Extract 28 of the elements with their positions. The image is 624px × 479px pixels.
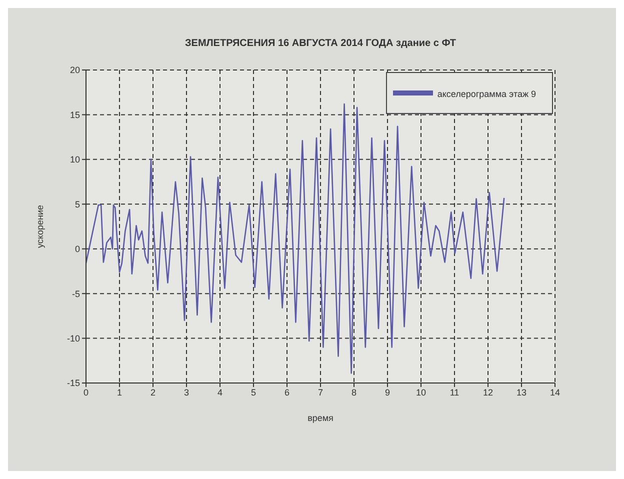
y-tick-label: 20 bbox=[70, 65, 80, 76]
y-tick-label: -5 bbox=[72, 288, 80, 299]
x-tick-label: 10 bbox=[416, 387, 426, 398]
x-tick-label: 1 bbox=[116, 387, 122, 398]
x-tick-label: 3 bbox=[184, 387, 190, 398]
y-tick-label: -10 bbox=[66, 333, 80, 344]
x-tick-label: 12 bbox=[482, 387, 494, 398]
x-axis-title: время bbox=[308, 413, 334, 423]
x-tick-label: 4 bbox=[217, 387, 223, 398]
x-tick-label: 9 bbox=[384, 387, 390, 398]
x-tick-label: 0 bbox=[83, 387, 89, 398]
y-tick-label: 10 bbox=[70, 154, 80, 165]
x-tick-label: 6 bbox=[284, 387, 290, 398]
x-tick-label: 13 bbox=[516, 387, 527, 398]
line-series bbox=[86, 103, 505, 374]
x-tick-label: 5 bbox=[250, 387, 256, 398]
chart-title: ЗЕМЛЕТРЯСЕНИЯ 16 АВГУСТА 2014 ГОДА здание с ФТ bbox=[184, 38, 457, 49]
y-tick-label: 5 bbox=[74, 199, 80, 210]
y-tick-label: -15 bbox=[66, 378, 80, 388]
legend-label: акселерограмма этаж 9 bbox=[437, 89, 536, 100]
x-tick-label: 2 bbox=[150, 387, 156, 398]
y-tick-label: 0 bbox=[74, 244, 80, 254]
x-tick-label: 11 bbox=[450, 387, 460, 398]
y-axis-title: ускорение bbox=[35, 205, 46, 248]
x-tick-label: 8 bbox=[351, 387, 357, 398]
x-tick-label: 14 bbox=[550, 387, 560, 398]
y-tick-label: 15 bbox=[70, 110, 80, 120]
x-tick-label: 7 bbox=[318, 387, 324, 398]
